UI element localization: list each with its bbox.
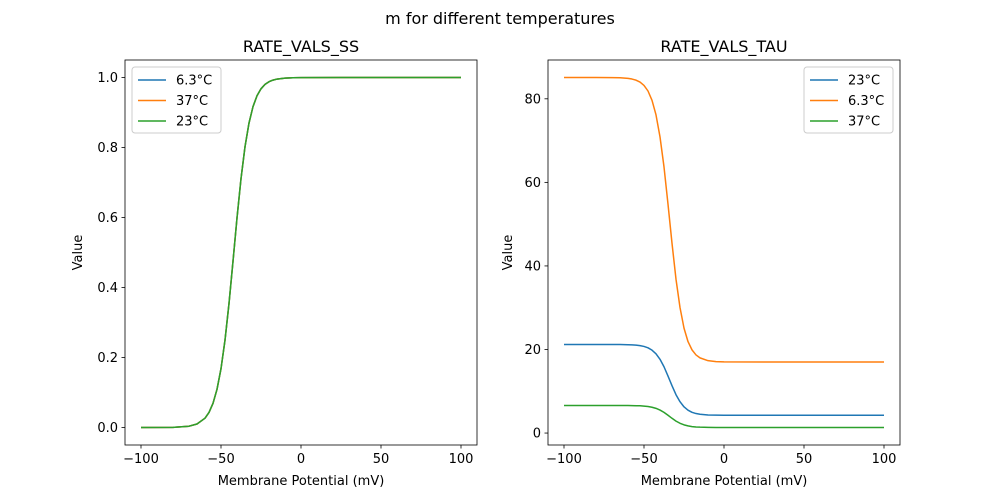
legend-label: 37°C [176,94,208,109]
x-axis-label: Membrane Potential (mV) [641,474,808,489]
legend-box [131,66,222,134]
y-tick-label: 0.8 [97,141,118,156]
y-tick-label: 40 [524,259,541,274]
series-line-6.3C [564,76,884,363]
series-line-23C [140,76,461,429]
y-tick-label: 0.0 [97,421,118,436]
y-axis-label: Value [501,235,516,271]
figure-title: m for different temperatures [385,9,615,28]
x-tick-label: −100 [546,452,582,467]
y-tick-label: 1.0 [97,71,118,86]
x-tick-label: −100 [123,452,159,467]
legend-label: 23°C [176,115,208,130]
y-tick-label: 0.2 [97,351,118,366]
series-line-37C [564,404,884,429]
series-line-23C [564,343,884,417]
y-tick-label: 60 [524,176,541,191]
y-tick-label: 0.6 [97,211,118,226]
legend-box [803,66,894,134]
legend-label: 6.3°C [176,74,212,89]
legend-label: 37°C [848,115,880,130]
subplot-ss: RATE_VALS_SS −100 −50 0 50 100 0.0 0.2 0.4 0.6 0.8… [71,37,478,489]
legend: 23°C 6.3°C 37°C [803,66,894,134]
y-tick-label: 0 [533,427,541,442]
x-tick-label: 100 [449,452,474,467]
y-tick-label: 80 [524,92,541,107]
y-axis-label: Value [71,235,86,271]
y-tick-label: 20 [524,343,541,358]
legend-label: 6.3°C [848,94,884,109]
subplot-tau: RATE_VALS_TAU −100 −50 0 50 100 0 20 40 60 80 Membr… [501,37,901,489]
subplot-title: RATE_VALS_SS [243,37,359,57]
x-tick-label: −50 [207,452,234,467]
x-tick-label: 100 [872,452,897,467]
subplot-title: RATE_VALS_TAU [660,37,787,57]
x-tick-label: 0 [297,452,305,467]
x-tick-label: 50 [796,452,813,467]
legend: 6.3°C 37°C 23°C [131,66,222,134]
x-tick-label: 0 [720,452,728,467]
x-tick-label: −50 [630,452,657,467]
x-tick-label: 50 [373,452,390,467]
legend-label: 23°C [848,74,880,89]
y-tick-label: 0.4 [97,281,118,296]
x-axis-label: Membrane Potential (mV) [218,474,385,489]
